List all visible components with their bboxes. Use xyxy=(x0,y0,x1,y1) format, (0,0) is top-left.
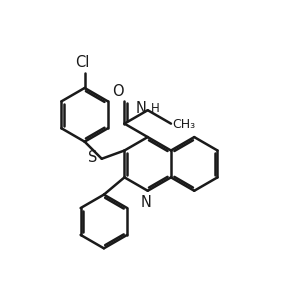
Text: S: S xyxy=(87,150,97,165)
Text: Cl: Cl xyxy=(75,55,90,70)
Text: N: N xyxy=(141,195,152,210)
Text: H: H xyxy=(151,101,160,115)
Text: O: O xyxy=(112,85,124,99)
Text: N: N xyxy=(135,101,146,116)
Text: CH₃: CH₃ xyxy=(172,119,195,132)
